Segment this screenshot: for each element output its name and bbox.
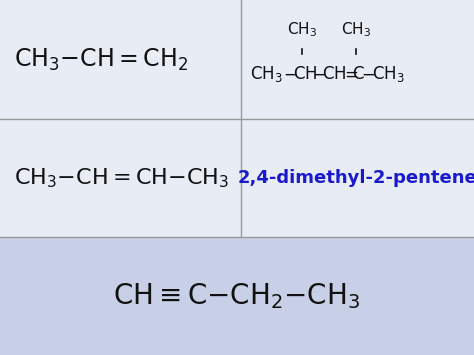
Text: $=$: $=$: [341, 65, 359, 83]
Text: $\mathregular{CH_3{-}CH{=}CH{-}CH_3}$: $\mathregular{CH_3{-}CH{=}CH{-}CH_3}$: [14, 166, 229, 190]
Text: $\mathregular{CH_3}$: $\mathregular{CH_3}$: [341, 20, 372, 39]
Bar: [241, 119, 474, 237]
Text: $\mathregular{C}$: $\mathregular{C}$: [352, 65, 365, 83]
Text: $\mathregular{CH_3}$: $\mathregular{CH_3}$: [250, 64, 283, 84]
Text: $-$: $-$: [283, 65, 297, 83]
Text: $\mathregular{CH}$: $\mathregular{CH}$: [322, 65, 347, 83]
Text: 2,4-dimethyl-2-pentene: 2,4-dimethyl-2-pentene: [237, 169, 474, 187]
Text: $\mathregular{CH_3}$: $\mathregular{CH_3}$: [372, 64, 404, 84]
Text: $-$: $-$: [312, 65, 326, 83]
Bar: [0, 0, 241, 119]
Bar: [241, 0, 474, 119]
Text: $-$: $-$: [361, 65, 375, 83]
Text: $\mathregular{CH{\equiv}C{-}CH_2{-}CH_3}$: $\mathregular{CH{\equiv}C{-}CH_2{-}CH_3}…: [113, 281, 361, 311]
Text: $\mathregular{CH}$: $\mathregular{CH}$: [293, 65, 318, 83]
Bar: [0, 119, 241, 237]
Text: $\mathregular{CH_3}$: $\mathregular{CH_3}$: [287, 20, 318, 39]
Bar: [0, 237, 474, 355]
Text: $\mathregular{CH_3{-}CH{=}CH_2}$: $\mathregular{CH_3{-}CH{=}CH_2}$: [14, 47, 188, 72]
